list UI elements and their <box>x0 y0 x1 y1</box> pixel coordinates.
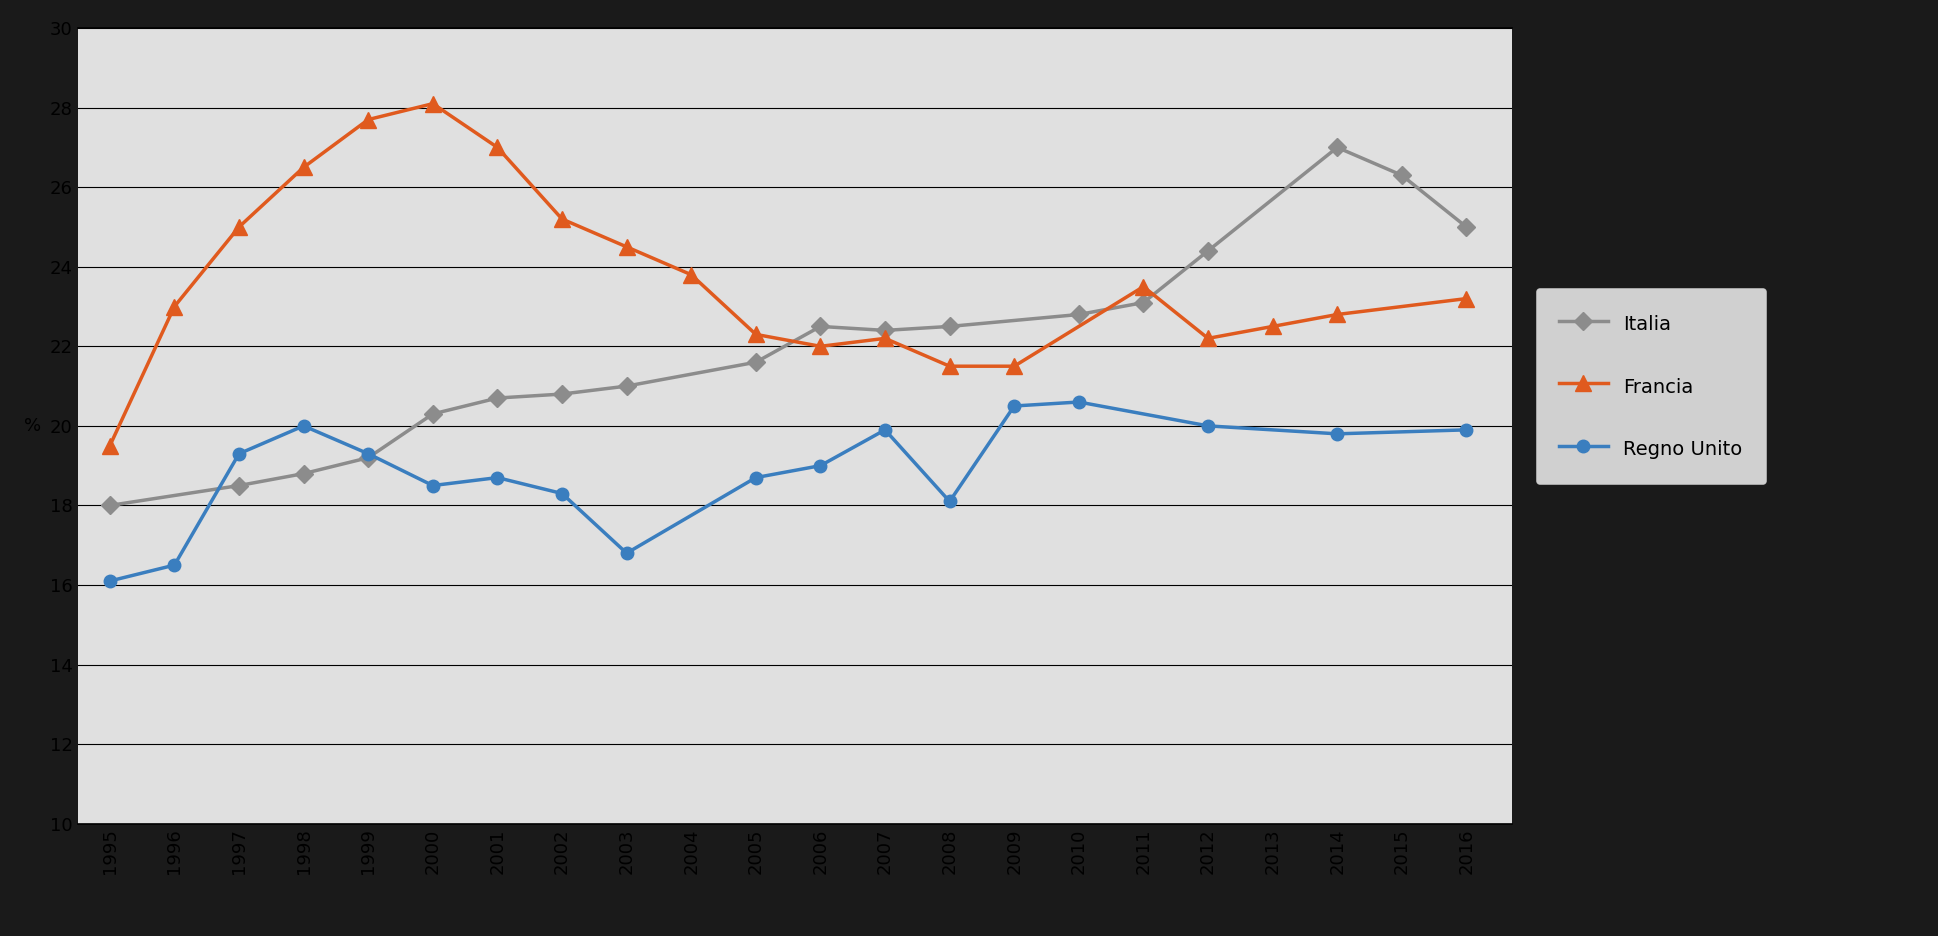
Line: Francia: Francia <box>103 96 1475 453</box>
Regno Unito <box>486 472 510 483</box>
Italia <box>1390 169 1413 181</box>
Italia <box>1196 245 1219 256</box>
Francia <box>614 241 638 253</box>
Italia <box>293 468 316 479</box>
Francia <box>421 98 444 110</box>
Italia <box>486 392 510 403</box>
Italia <box>550 388 574 400</box>
Regno Unito <box>744 472 767 483</box>
Italia <box>357 452 380 463</box>
Francia <box>1455 293 1479 304</box>
Francia <box>1326 309 1349 320</box>
Francia <box>874 332 897 344</box>
Regno Unito <box>808 460 831 471</box>
Regno Unito <box>874 424 897 435</box>
Regno Unito <box>421 480 444 491</box>
Italia <box>614 380 638 391</box>
Regno Unito <box>1196 420 1219 431</box>
Francia <box>357 114 380 125</box>
Italia <box>99 500 122 511</box>
Italia <box>1326 141 1349 153</box>
Italia <box>1455 221 1479 232</box>
Francia <box>486 141 510 153</box>
Italia <box>938 321 961 332</box>
Francia <box>808 341 831 352</box>
Francia <box>1262 321 1285 332</box>
Regno Unito <box>163 560 186 571</box>
Regno Unito <box>99 576 122 587</box>
Francia <box>1132 281 1155 292</box>
Francia <box>1002 360 1025 372</box>
Italia <box>1132 297 1155 308</box>
Francia <box>293 162 316 173</box>
Italia <box>808 321 831 332</box>
Regno Unito <box>550 488 574 499</box>
Regno Unito <box>293 420 316 431</box>
Y-axis label: %: % <box>25 417 41 435</box>
Italia <box>227 480 250 491</box>
Francia <box>1196 332 1219 344</box>
Italia <box>744 357 767 368</box>
Francia <box>744 329 767 340</box>
Regno Unito <box>938 496 961 507</box>
Francia <box>680 269 703 280</box>
Line: Italia: Italia <box>103 141 1473 512</box>
Regno Unito <box>1326 428 1349 439</box>
Regno Unito <box>1068 396 1091 407</box>
Francia <box>938 360 961 372</box>
Italia <box>874 325 897 336</box>
Regno Unito <box>357 448 380 460</box>
Regno Unito <box>614 548 638 559</box>
Legend: Italia, Francia, Regno Unito: Italia, Francia, Regno Unito <box>1535 288 1766 484</box>
Regno Unito <box>227 448 250 460</box>
Line: Regno Unito: Regno Unito <box>103 396 1473 587</box>
Regno Unito <box>1002 401 1025 412</box>
Francia <box>163 300 186 312</box>
Regno Unito <box>1455 424 1479 435</box>
Francia <box>227 221 250 232</box>
Francia <box>550 213 574 225</box>
Italia <box>1068 309 1091 320</box>
Italia <box>421 408 444 419</box>
Francia <box>99 440 122 451</box>
